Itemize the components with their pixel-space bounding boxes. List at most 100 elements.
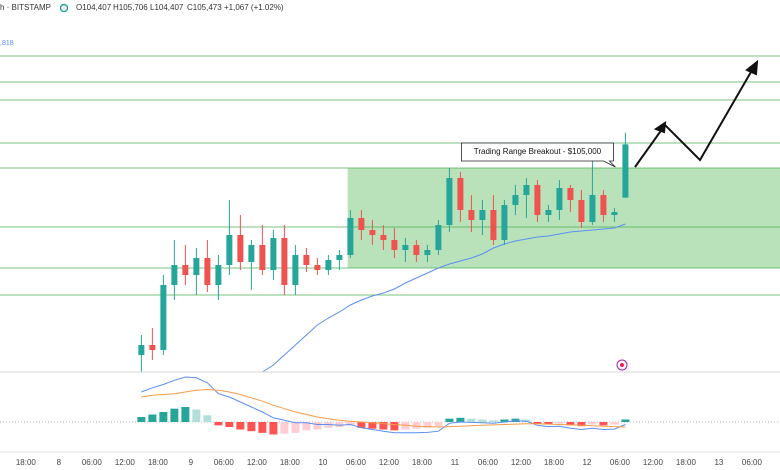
ohlc-low: L104,407: [150, 3, 184, 12]
x-tick-label: 06:00: [346, 458, 367, 467]
ohlc-open: O104,407: [76, 3, 112, 12]
macd-histogram-bar: [137, 417, 146, 422]
x-tick-label: 06:00: [214, 458, 235, 467]
candle-body: [369, 230, 376, 235]
candle-body: [347, 218, 354, 255]
candle-body: [413, 245, 420, 255]
arrow-head: [653, 120, 667, 134]
macd-histogram-bar: [500, 419, 509, 422]
x-tick-label: 06:00: [742, 458, 763, 467]
candle-body: [358, 218, 365, 230]
x-tick-label: 06:00: [82, 458, 103, 467]
candle-body: [248, 245, 255, 262]
projection-path: [634, 64, 756, 168]
macd-histogram-bar: [203, 415, 212, 422]
macd-histogram-bar: [181, 407, 190, 422]
macd-histogram-bar: [467, 418, 476, 422]
macd-histogram-bar: [412, 422, 421, 429]
macd-histogram-bar: [225, 422, 234, 427]
alert-dot: [620, 363, 624, 367]
candle-body: [545, 210, 552, 215]
arrow-head: [745, 59, 759, 76]
status-icon: [59, 3, 69, 13]
candle-body: [325, 260, 332, 270]
macd-histogram-bar: [456, 417, 465, 422]
macd-histogram-bar: [192, 409, 201, 422]
candle-body: [578, 200, 585, 222]
candle-body: [402, 245, 409, 250]
macd-histogram-bar: [159, 412, 168, 422]
macd-histogram-bar: [445, 418, 454, 422]
macd-histogram-bar: [610, 422, 619, 425]
ohlc-change: +1,067 (+1.02%): [224, 3, 284, 12]
macd-histogram-bar: [346, 422, 355, 426]
macd-histogram-bar: [555, 422, 564, 424]
macd-histogram-bar: [379, 422, 388, 430]
candle-body: [314, 265, 321, 270]
candle-body: [446, 178, 453, 225]
symbol: h · BITSTAMP: [0, 3, 51, 12]
annotation-box: [461, 142, 616, 168]
candle-body: [303, 255, 310, 265]
candle-body: [281, 238, 288, 285]
macd-histogram-bar: [423, 422, 432, 428]
x-tick-label: 12:00: [247, 458, 268, 467]
x-tick-label: 06:00: [478, 458, 499, 467]
x-tick-label: 18:00: [16, 458, 37, 467]
x-tick-label: 18:00: [280, 458, 301, 467]
x-tick-label: 18:00: [148, 458, 169, 467]
candle-body: [237, 235, 244, 262]
x-tick-label: 18:00: [544, 458, 565, 467]
macd-histogram-bar: [148, 414, 157, 422]
macd-histogram-bar: [280, 422, 289, 434]
back-layer: [0, 55, 780, 423]
x-tick-label: 18:00: [676, 458, 697, 467]
front-layer: 18:00 8 06:00 12:00 18:00 9 06:00 12:00 18:00 10 0…: [16, 132, 763, 467]
macd-histogram-bar: [236, 422, 245, 430]
macd-histogram-bar: [489, 420, 498, 422]
side-value: ,818: [0, 40, 14, 47]
candle-body: [193, 258, 200, 275]
candle-body: [270, 238, 277, 270]
macd-histogram-bar: [434, 422, 443, 427]
candle-body: [490, 210, 497, 240]
candle-body: [204, 258, 211, 285]
projection-arrows: [634, 59, 759, 168]
candle-body: [512, 195, 519, 205]
macd-histogram-bar: [566, 422, 575, 426]
candle-body: [380, 235, 387, 240]
macd-histogram-bar: [621, 419, 630, 422]
macd-histogram-bar: [269, 422, 278, 435]
macd-histogram-bar: [313, 422, 322, 430]
macd-histogram-bar: [368, 422, 377, 429]
candle-body: [391, 240, 398, 250]
macd-line: [141, 376, 626, 434]
macd-histogram-bar: [291, 422, 300, 433]
macd-histogram-bar: [478, 419, 487, 422]
candle-body: [501, 205, 508, 240]
x-tick-label: 9: [189, 458, 194, 467]
candle-body: [149, 345, 156, 350]
x-tick-label: 06:00: [610, 458, 631, 467]
macd-histogram-bar: [357, 422, 366, 428]
ohlc-high: H105,706: [113, 3, 148, 12]
moving-average: [262, 223, 626, 373]
candle-body: [138, 345, 145, 355]
macd-histogram-bar: [247, 422, 256, 432]
x-tick-label: 12:00: [511, 458, 532, 467]
x-tick-label: 8: [57, 458, 62, 467]
alert-icon: [616, 359, 628, 371]
x-tick-label: 12:00: [379, 458, 400, 467]
x-tick-label: 12:00: [643, 458, 664, 467]
x-tick-label: 11: [451, 458, 460, 467]
candle-body: [534, 185, 541, 215]
macd-histogram-bar: [544, 422, 553, 425]
candle-body: [611, 212, 618, 215]
macd-histogram-bar: [258, 422, 267, 433]
range-box: [347, 168, 780, 268]
macd-histogram-bar: [533, 422, 542, 424]
candle-body: [435, 225, 442, 250]
macd-histogram-bar: [390, 422, 399, 431]
macd-histogram-bar: [599, 422, 608, 426]
